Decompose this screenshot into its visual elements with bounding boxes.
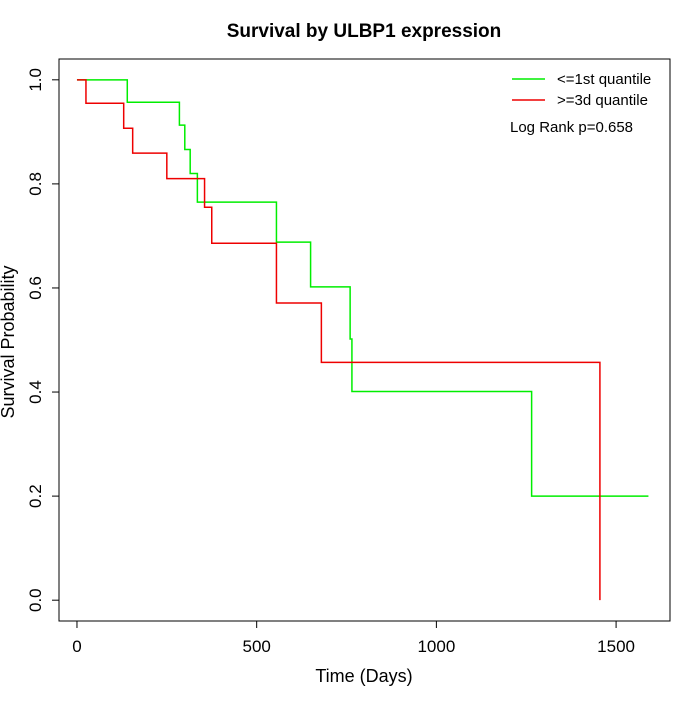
chart-title: Survival by ULBP1 expression <box>227 21 502 42</box>
y-tick-label: 0.0 <box>26 588 45 612</box>
x-axis: 0 500 1000 1500 <box>72 620 635 656</box>
plot-frame <box>58 58 671 622</box>
y-tick-label: 0.4 <box>26 380 45 404</box>
legend-label: >=3d quantile <box>557 92 648 109</box>
series-layer <box>76 79 649 601</box>
y-axis: 0.0 0.2 0.4 0.6 0.8 1.0 <box>26 68 60 612</box>
x-tick-label: 1000 <box>417 637 455 656</box>
y-tick-label: 0.2 <box>26 484 45 508</box>
log-rank-annotation: Log Rank p=0.658 <box>510 119 633 136</box>
x-tick-label: 0 <box>72 637 81 656</box>
legend: <=1st quantile >=3d quantile <box>512 71 651 109</box>
series-line-2 <box>76 79 601 601</box>
x-tick-label: 500 <box>242 637 270 656</box>
y-tick-label: 0.8 <box>26 172 45 196</box>
x-axis-label: Time (Days) <box>315 666 412 686</box>
legend-label: <=1st quantile <box>557 71 651 88</box>
series-line-1 <box>76 79 649 497</box>
y-tick-label: 0.6 <box>26 276 45 300</box>
y-tick-label: 1.0 <box>26 68 45 92</box>
x-tick-label: 1500 <box>597 637 635 656</box>
y-axis-label: Survival Probability <box>0 265 18 418</box>
